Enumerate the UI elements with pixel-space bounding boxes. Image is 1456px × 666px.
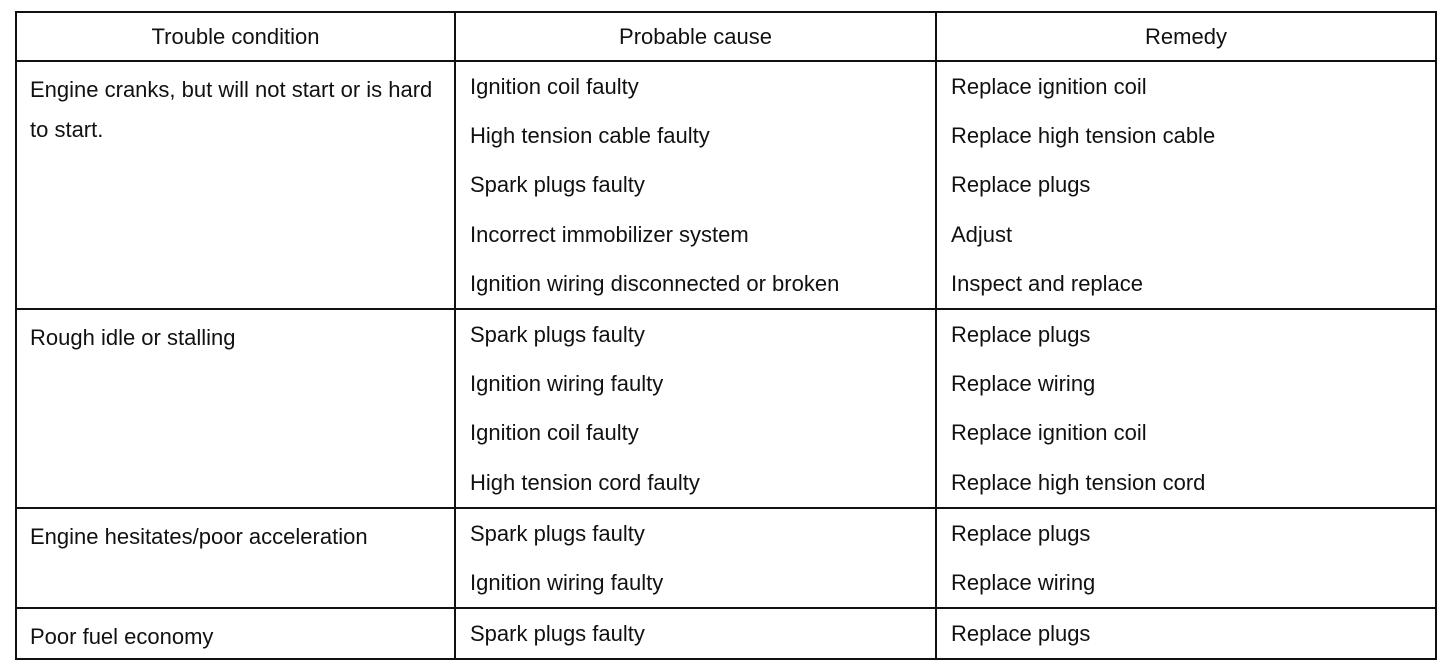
cause-cell: Spark plugs faulty Ignition wiring fault…	[456, 309, 937, 507]
remedy: Inspect and replace	[951, 270, 1144, 296]
remedy: Replace high tension cord	[951, 469, 1206, 495]
condition-cell: Poor fuel economy	[17, 609, 456, 659]
remedy: Replace plugs	[951, 621, 1091, 647]
remedy-cell: Replace plugs Replace wiring Replace ign…	[937, 310, 1435, 507]
remedy: Replace wiring	[951, 371, 1096, 397]
remedy-cell: Replace plugs Replace wiring	[937, 509, 1435, 607]
troubleshooting-table: Trouble condition Probable cause Remedy …	[15, 11, 1437, 661]
remedy-cell: Replace ignition coil Replace high tensi…	[937, 62, 1435, 308]
remedy: Adjust	[951, 221, 1013, 247]
header-remedy: Remedy	[1145, 24, 1227, 49]
cause: Spark plugs faulty	[470, 321, 645, 347]
table-row: Poor fuel economy Spark plugs faulty Rep…	[17, 607, 1435, 659]
table-row: Rough idle or stalling Spark plugs fault…	[17, 307, 1435, 507]
header-cause: Probable cause	[456, 13, 937, 60]
cause: Ignition coil faulty	[470, 420, 639, 446]
cause: Spark plugs faulty	[470, 520, 645, 546]
header-row: Trouble condition Probable cause Remedy	[17, 13, 1435, 60]
condition-cell: Engine hesitates/poor acceleration	[17, 508, 456, 608]
table-row: Engine hesitates/poor acceleration Spark…	[17, 506, 1435, 608]
condition-cell: Engine cranks, but will not start or is …	[17, 62, 456, 308]
cause-cell: Spark plugs faulty	[456, 609, 937, 659]
cause: Ignition wiring faulty	[470, 371, 664, 397]
remedy-cell: Replace plugs	[937, 609, 1435, 658]
condition-cell: Rough idle or stalling	[17, 309, 456, 507]
table-row: Engine cranks, but will not start or is …	[17, 60, 1435, 308]
remedy: Replace high tension cable	[951, 123, 1216, 149]
cause: Spark plugs faulty	[470, 621, 645, 647]
remedy: Replace plugs	[951, 321, 1091, 347]
cause: High tension cord faulty	[470, 469, 700, 495]
cause: Ignition wiring disconnected or broken	[470, 270, 840, 296]
remedy: Replace wiring	[951, 569, 1096, 595]
cause-cell: Ignition coil faulty High tension cable …	[456, 62, 937, 308]
remedy: Replace ignition coil	[951, 74, 1147, 99]
cause: Incorrect immobilizer system	[470, 221, 749, 247]
cause-cell: Spark plugs faulty Ignition wiring fault…	[456, 508, 937, 608]
remedy: Replace plugs	[951, 520, 1091, 546]
header-condition: Trouble condition	[17, 13, 456, 60]
cause: Ignition coil faulty	[470, 74, 639, 99]
remedy: Replace plugs	[951, 172, 1091, 198]
remedy: Replace ignition coil	[951, 420, 1147, 446]
cause: Ignition wiring faulty	[470, 569, 664, 595]
cause: High tension cable faulty	[470, 123, 710, 149]
cause: Spark plugs faulty	[470, 172, 645, 198]
